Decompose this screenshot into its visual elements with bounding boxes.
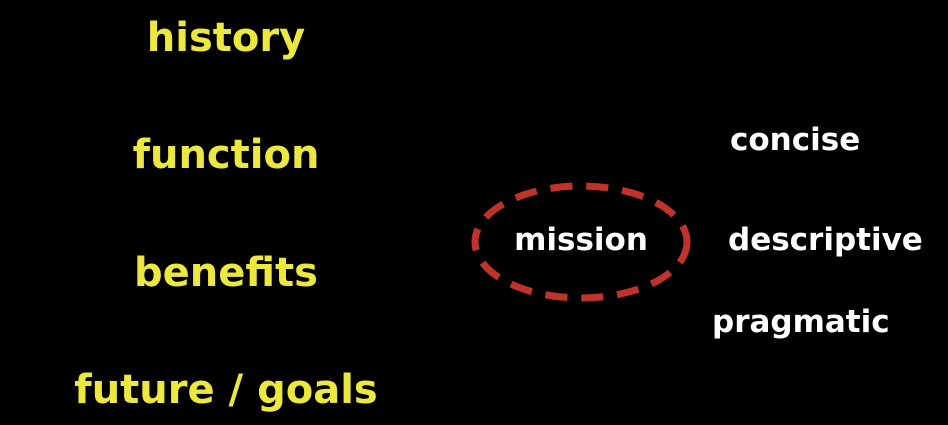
dashed-oval-highlight <box>471 182 691 302</box>
oval-outline <box>471 182 691 302</box>
term-function: function <box>132 132 320 178</box>
term-mission: mission <box>514 222 648 258</box>
term-concise: concise <box>730 122 861 158</box>
term-history: history <box>146 15 306 61</box>
term-descriptive: descriptive <box>728 222 923 258</box>
term-benefits: benefits <box>134 250 318 296</box>
term-future-goals: future / goals <box>74 367 378 413</box>
term-pragmatic: pragmatic <box>712 304 890 340</box>
